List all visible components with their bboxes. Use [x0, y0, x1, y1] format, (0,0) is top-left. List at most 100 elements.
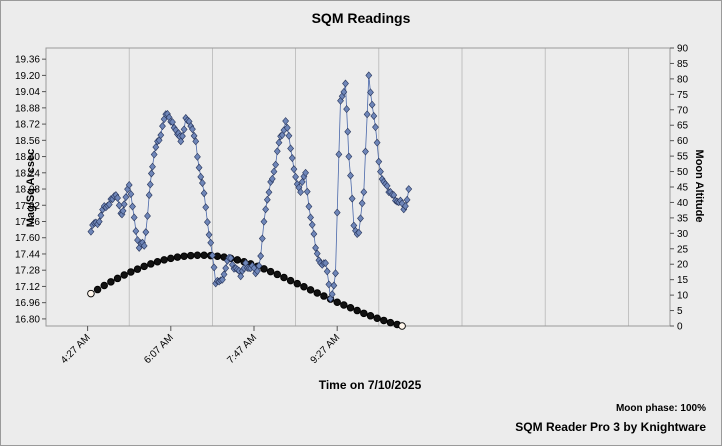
sqm-point — [130, 213, 138, 222]
moon-point — [100, 281, 108, 290]
sqm-point — [97, 211, 105, 220]
moon-point — [306, 286, 315, 294]
y-tick-label: 18.24 — [15, 168, 40, 179]
y-tick-label: 17.44 — [15, 249, 40, 260]
sqm-point — [340, 87, 348, 96]
sqm-point — [142, 228, 150, 237]
moon-point — [113, 274, 122, 283]
sqm-point — [288, 154, 296, 162]
moon-point — [233, 256, 242, 264]
sqm-point — [303, 187, 311, 196]
sqm-point — [305, 202, 313, 211]
y-tick-label: 18.08 — [15, 185, 40, 196]
moon-point — [380, 316, 388, 325]
moon-point — [180, 252, 188, 260]
y2-tick-label: 45 — [677, 183, 689, 194]
sqm-point — [343, 105, 351, 114]
y2-tick-label: 0 — [677, 322, 683, 333]
sqm-point — [377, 167, 384, 176]
sqm-point — [202, 203, 210, 212]
sqm-point — [159, 122, 166, 131]
y2-tick-label: 5 — [677, 306, 683, 317]
sqm-point — [312, 243, 319, 252]
moon-point — [167, 254, 175, 263]
sqm-point — [195, 163, 203, 172]
moon-point — [173, 253, 182, 261]
sqm-series — [87, 71, 413, 303]
sqm-point — [197, 172, 205, 181]
sqm-point — [367, 88, 374, 97]
sqm-point — [383, 181, 391, 190]
sqm-point — [105, 200, 113, 209]
sqm-point — [347, 171, 354, 180]
sqm-point — [114, 193, 121, 202]
sqm-point — [275, 138, 283, 147]
sqm-point — [210, 263, 218, 272]
moon-point — [87, 289, 95, 298]
sqm-point — [145, 191, 153, 200]
y-tick-label: 17.28 — [15, 266, 40, 277]
y-tick-label: 18.72 — [15, 120, 40, 131]
y2-tick-label: 40 — [677, 198, 689, 209]
sqm-point — [199, 179, 206, 187]
y-tick-label: 17.92 — [15, 201, 40, 212]
y2-tick-label: 35 — [677, 213, 689, 224]
moon-point — [133, 265, 142, 273]
y-tick-label: 17.76 — [15, 217, 40, 228]
sqm-point — [365, 71, 373, 80]
moon-point — [200, 251, 208, 260]
sqm-point — [120, 200, 128, 209]
y-tick-label: 19.04 — [15, 87, 40, 98]
moon-point — [153, 258, 162, 266]
moon-point — [93, 285, 102, 294]
y2-tick-label: 50 — [677, 167, 689, 178]
x-tick-label: 9:27 AM — [309, 332, 343, 366]
sqm-point — [200, 189, 208, 198]
moon-point — [187, 251, 195, 260]
sqm-point — [268, 174, 276, 183]
sqm-point — [209, 251, 216, 260]
sqm-point — [144, 212, 151, 220]
moon-point — [107, 278, 115, 286]
sqm-point — [302, 168, 309, 177]
moon-point — [260, 265, 268, 273]
sqm-point — [95, 217, 103, 226]
y-tick-label: 16.96 — [15, 298, 40, 309]
moon-point — [366, 312, 375, 320]
grid — [46, 48, 670, 326]
x-tick-label: 4:27 AM — [59, 332, 93, 366]
moon-point — [386, 318, 395, 327]
sqm-point — [157, 131, 165, 140]
y2-tick-label: 65 — [677, 121, 689, 132]
x-axis-label: Time on 7/10/2025 — [318, 378, 422, 392]
y-tick-label: 18.56 — [15, 136, 40, 147]
moon-point — [280, 273, 288, 282]
sqm-point — [372, 123, 379, 132]
moon-point — [398, 322, 406, 330]
sqm-point — [263, 195, 271, 204]
sqm-point — [220, 270, 228, 279]
moon-point — [373, 314, 381, 323]
sqm-point — [258, 234, 266, 243]
sqm-point — [180, 125, 188, 134]
moon-point — [160, 256, 168, 264]
y2-tick-label: 60 — [677, 136, 689, 147]
x-tick-label: 6:07 AM — [142, 332, 176, 366]
sqm-point — [119, 206, 127, 215]
moon-point — [340, 301, 348, 309]
sqm-point — [132, 227, 140, 236]
moon-point — [333, 298, 341, 306]
moon-point — [266, 267, 275, 276]
sqm-point — [292, 172, 299, 181]
sqm-point — [129, 202, 136, 211]
sqm-point — [160, 115, 168, 124]
sqm-point — [308, 220, 316, 229]
sqm-point — [355, 228, 363, 237]
sqm-point — [205, 230, 213, 239]
sqm-point — [333, 208, 341, 217]
moon-point — [346, 304, 355, 312]
sqm-point — [169, 118, 176, 127]
sqm-point — [265, 188, 273, 197]
moon-point — [320, 292, 328, 300]
